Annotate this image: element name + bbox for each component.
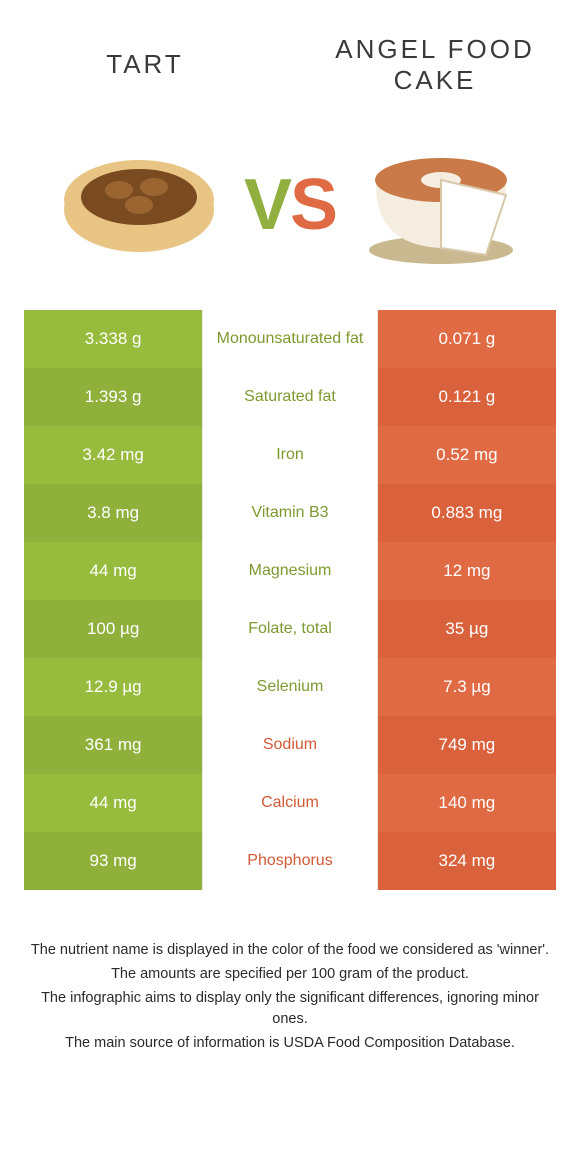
- header: Tart Angel food cake: [0, 0, 580, 110]
- table-row: 3.338 gMonounsaturated fat0.071 g: [24, 310, 556, 368]
- footer-line-4: The main source of information is USDA F…: [30, 1033, 550, 1055]
- cell-right: 749 mg: [378, 716, 556, 774]
- vs-row: VS: [0, 110, 580, 300]
- cell-label: Calcium: [202, 774, 378, 832]
- cell-label: Phosphorus: [202, 832, 378, 890]
- cell-label: Folate, total: [202, 600, 378, 658]
- header-right: Angel food cake: [290, 20, 580, 110]
- footer-line-1: The nutrient name is displayed in the co…: [30, 940, 550, 962]
- table-row: 100 µgFolate, total35 µg: [24, 600, 556, 658]
- vs-s: S: [290, 165, 336, 245]
- footer-line-2: The amounts are specified per 100 gram o…: [30, 964, 550, 986]
- cell-right: 0.121 g: [378, 368, 556, 426]
- cell-left: 361 mg: [24, 716, 202, 774]
- cell-label: Iron: [202, 426, 378, 484]
- cell-label: Monounsaturated fat: [202, 310, 378, 368]
- cell-right: 140 mg: [378, 774, 556, 832]
- cell-left: 12.9 µg: [24, 658, 202, 716]
- table-row: 3.42 mgIron0.52 mg: [24, 426, 556, 484]
- cell-label: Magnesium: [202, 542, 378, 600]
- footer-line-3: The infographic aims to display only the…: [30, 988, 550, 1032]
- cell-left: 3.8 mg: [24, 484, 202, 542]
- table-row: 44 mgCalcium140 mg: [24, 774, 556, 832]
- cell-right: 12 mg: [378, 542, 556, 600]
- tart-image: [54, 135, 224, 275]
- cell-left: 44 mg: [24, 774, 202, 832]
- vs-v: V: [244, 165, 290, 245]
- cell-left: 93 mg: [24, 832, 202, 890]
- table-row: 1.393 gSaturated fat0.121 g: [24, 368, 556, 426]
- cell-right: 0.52 mg: [378, 426, 556, 484]
- table-row: 12.9 µgSelenium7.3 µg: [24, 658, 556, 716]
- cell-left: 44 mg: [24, 542, 202, 600]
- footer: The nutrient name is displayed in the co…: [30, 940, 550, 1055]
- cell-right: 0.071 g: [378, 310, 556, 368]
- cake-image: [356, 135, 526, 275]
- cell-left: 100 µg: [24, 600, 202, 658]
- cell-left: 3.338 g: [24, 310, 202, 368]
- cell-label: Selenium: [202, 658, 378, 716]
- cell-right: 0.883 mg: [378, 484, 556, 542]
- title-left: Tart: [106, 49, 183, 80]
- vs-label: VS: [244, 164, 336, 246]
- nutrient-table: 3.338 gMonounsaturated fat0.071 g1.393 g…: [24, 310, 556, 890]
- cell-right: 35 µg: [378, 600, 556, 658]
- cell-right: 324 mg: [378, 832, 556, 890]
- cell-label: Vitamin B3: [202, 484, 378, 542]
- cell-label: Sodium: [202, 716, 378, 774]
- table-row: 3.8 mgVitamin B30.883 mg: [24, 484, 556, 542]
- cell-left: 1.393 g: [24, 368, 202, 426]
- cell-right: 7.3 µg: [378, 658, 556, 716]
- cell-left: 3.42 mg: [24, 426, 202, 484]
- table-row: 93 mgPhosphorus324 mg: [24, 832, 556, 890]
- title-right: Angel food cake: [290, 34, 580, 96]
- table-row: 44 mgMagnesium12 mg: [24, 542, 556, 600]
- header-left: Tart: [0, 20, 290, 110]
- table-row: 361 mgSodium749 mg: [24, 716, 556, 774]
- cell-label: Saturated fat: [202, 368, 378, 426]
